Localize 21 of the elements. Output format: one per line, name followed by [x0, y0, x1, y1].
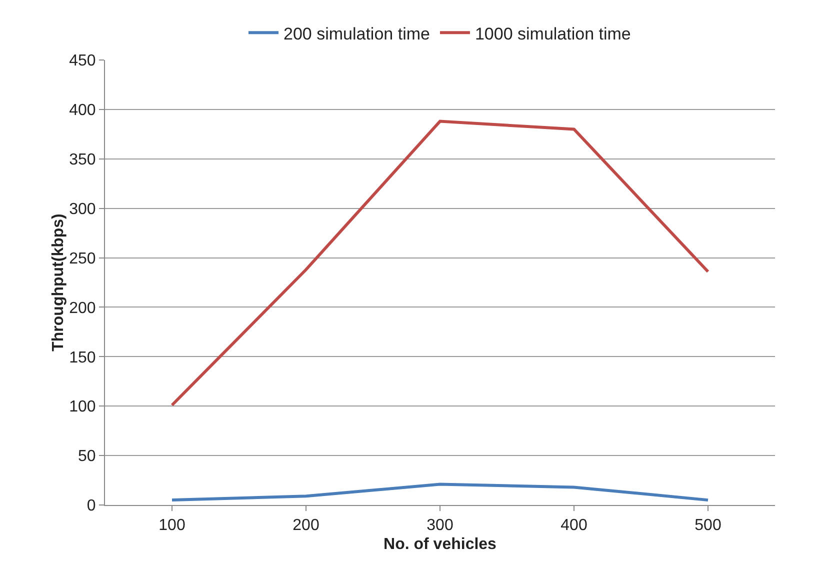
y-axis-title: Throughput(kbps) [50, 214, 67, 352]
y-tick-label: 250 [69, 250, 96, 268]
y-tick-label: 0 [86, 498, 96, 515]
line-series [170, 482, 710, 502]
x-axis-title: No. of vehicles [384, 536, 497, 553]
y-tick-label: 150 [69, 349, 96, 366]
legend-label: 1000 simulation time [474, 24, 631, 44]
x-tick-label: 100 [158, 517, 186, 534]
x-tick-label: 400 [560, 517, 588, 534]
line-series [170, 120, 710, 407]
legend-label: 200 simulation time [284, 24, 430, 44]
x-tick-label: 300 [426, 517, 454, 534]
y-tick-label: 400 [69, 102, 96, 120]
y-tick-label: 300 [69, 200, 96, 218]
y-tick-label: 350 [69, 151, 96, 168]
y-tick-label: 100 [69, 398, 96, 416]
x-tick-label: 500 [694, 517, 722, 534]
y-tick-label: 50 [78, 448, 96, 466]
x-tick-label: 200 [292, 517, 320, 534]
y-tick-label: 450 [69, 52, 96, 70]
y-tick-label: 200 [69, 300, 96, 317]
